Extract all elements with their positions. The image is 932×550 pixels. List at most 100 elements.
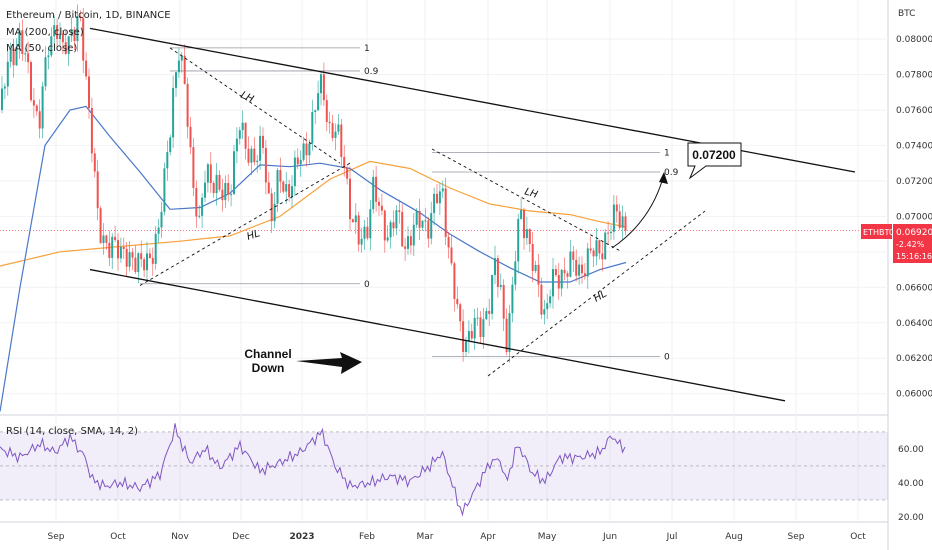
candle-body [224,183,227,201]
candle-body [291,186,293,198]
candle-body [485,311,488,320]
candle-body [418,211,421,228]
x-tick-label: Oct [110,532,126,542]
candle-body [50,36,53,56]
candle-body [146,253,148,271]
ma50-legend: MA (50, close) [6,43,77,54]
candle-body [282,181,285,192]
hl-label-1: HL [246,228,262,243]
candle-body [90,108,93,154]
candle-body [601,253,604,260]
candle-body [6,61,9,87]
candle-body [409,236,412,246]
x-tick-label: 2023 [289,532,314,542]
rsi-tick-label: 40.00 [898,479,924,489]
candle-body [592,250,595,257]
candle-body [496,258,499,287]
candle-body [131,252,134,258]
candle-body [407,236,409,249]
candle-body [93,153,96,172]
candle-body [441,188,444,192]
candle-body [169,137,172,153]
y-tick-label: 0.06200 [896,354,932,364]
candle-body [227,183,230,195]
candle-body [128,252,131,267]
candle-body [412,224,415,246]
candle-body [166,152,169,169]
target-callout-box [687,142,742,180]
candle-body [595,240,598,257]
candle-body [528,229,531,244]
candle-body [320,74,322,94]
candle-body [189,126,192,148]
candle-body [476,317,479,319]
candle-body [111,236,114,258]
candle-body [88,76,90,109]
candle-body [122,246,125,249]
last-price-tag [893,224,932,263]
candle-body [438,191,441,204]
candle-body [186,83,189,127]
candle-body [589,248,592,251]
fib-level-label: 0.9 [664,168,679,178]
candle-body [273,203,276,222]
candle-body [288,184,291,198]
candle-body [1,88,3,110]
candle-body [604,232,607,260]
change-percent: -2.42% [896,240,925,249]
candle-body [108,242,111,258]
candle-body [415,211,418,225]
candle-body [215,174,218,194]
x-tick-label: May [538,532,557,542]
candle-body [525,229,528,239]
candle-body [24,53,27,55]
candle-body [502,285,505,319]
candle-body [180,55,183,61]
x-tick-label: Oct [850,532,866,542]
candle-body [340,124,343,157]
rsi-line [0,423,626,517]
candle-body [195,187,198,217]
candle-body [230,194,233,196]
candle-body [491,275,494,314]
candle-body [172,87,175,138]
candle-body [482,319,485,338]
candle-body [618,211,621,228]
candle-body [337,124,340,132]
candle-body [517,219,520,262]
ticker-label: ETHBTC [863,228,895,237]
candle-body [317,93,320,111]
lh-label-1: LH [239,90,256,106]
y-tick-label: 0.06600 [896,283,932,293]
candle-body [511,284,514,314]
x-tick-label: Sep [48,532,65,542]
candle-body [343,156,346,168]
candle-body [264,147,267,183]
x-tick-label: Jul [666,532,678,542]
channel-label-line1: Channel [244,347,291,361]
candle-body [183,55,186,84]
channel-arrow [296,352,362,374]
y-tick-label: 0.06000 [896,390,932,400]
candle-body [238,130,241,139]
candle-body [537,264,540,285]
candle-body [505,318,508,352]
candle-body [552,269,554,297]
candle-body [175,72,177,88]
candle-body [177,60,180,73]
candle-body [612,204,615,232]
candle-body [302,143,305,160]
y-tick-label: 0.07000 [896,212,932,222]
candle-body [82,18,85,61]
candle-body [598,240,601,254]
candle-body [569,251,572,277]
y-tick-label: 0.07400 [896,141,932,151]
candle-body [427,220,430,239]
candle-body [322,74,325,101]
fib-level-label: 0 [364,280,370,290]
candle-body [206,164,209,183]
candle-body [233,151,235,195]
candle-body [70,29,73,37]
